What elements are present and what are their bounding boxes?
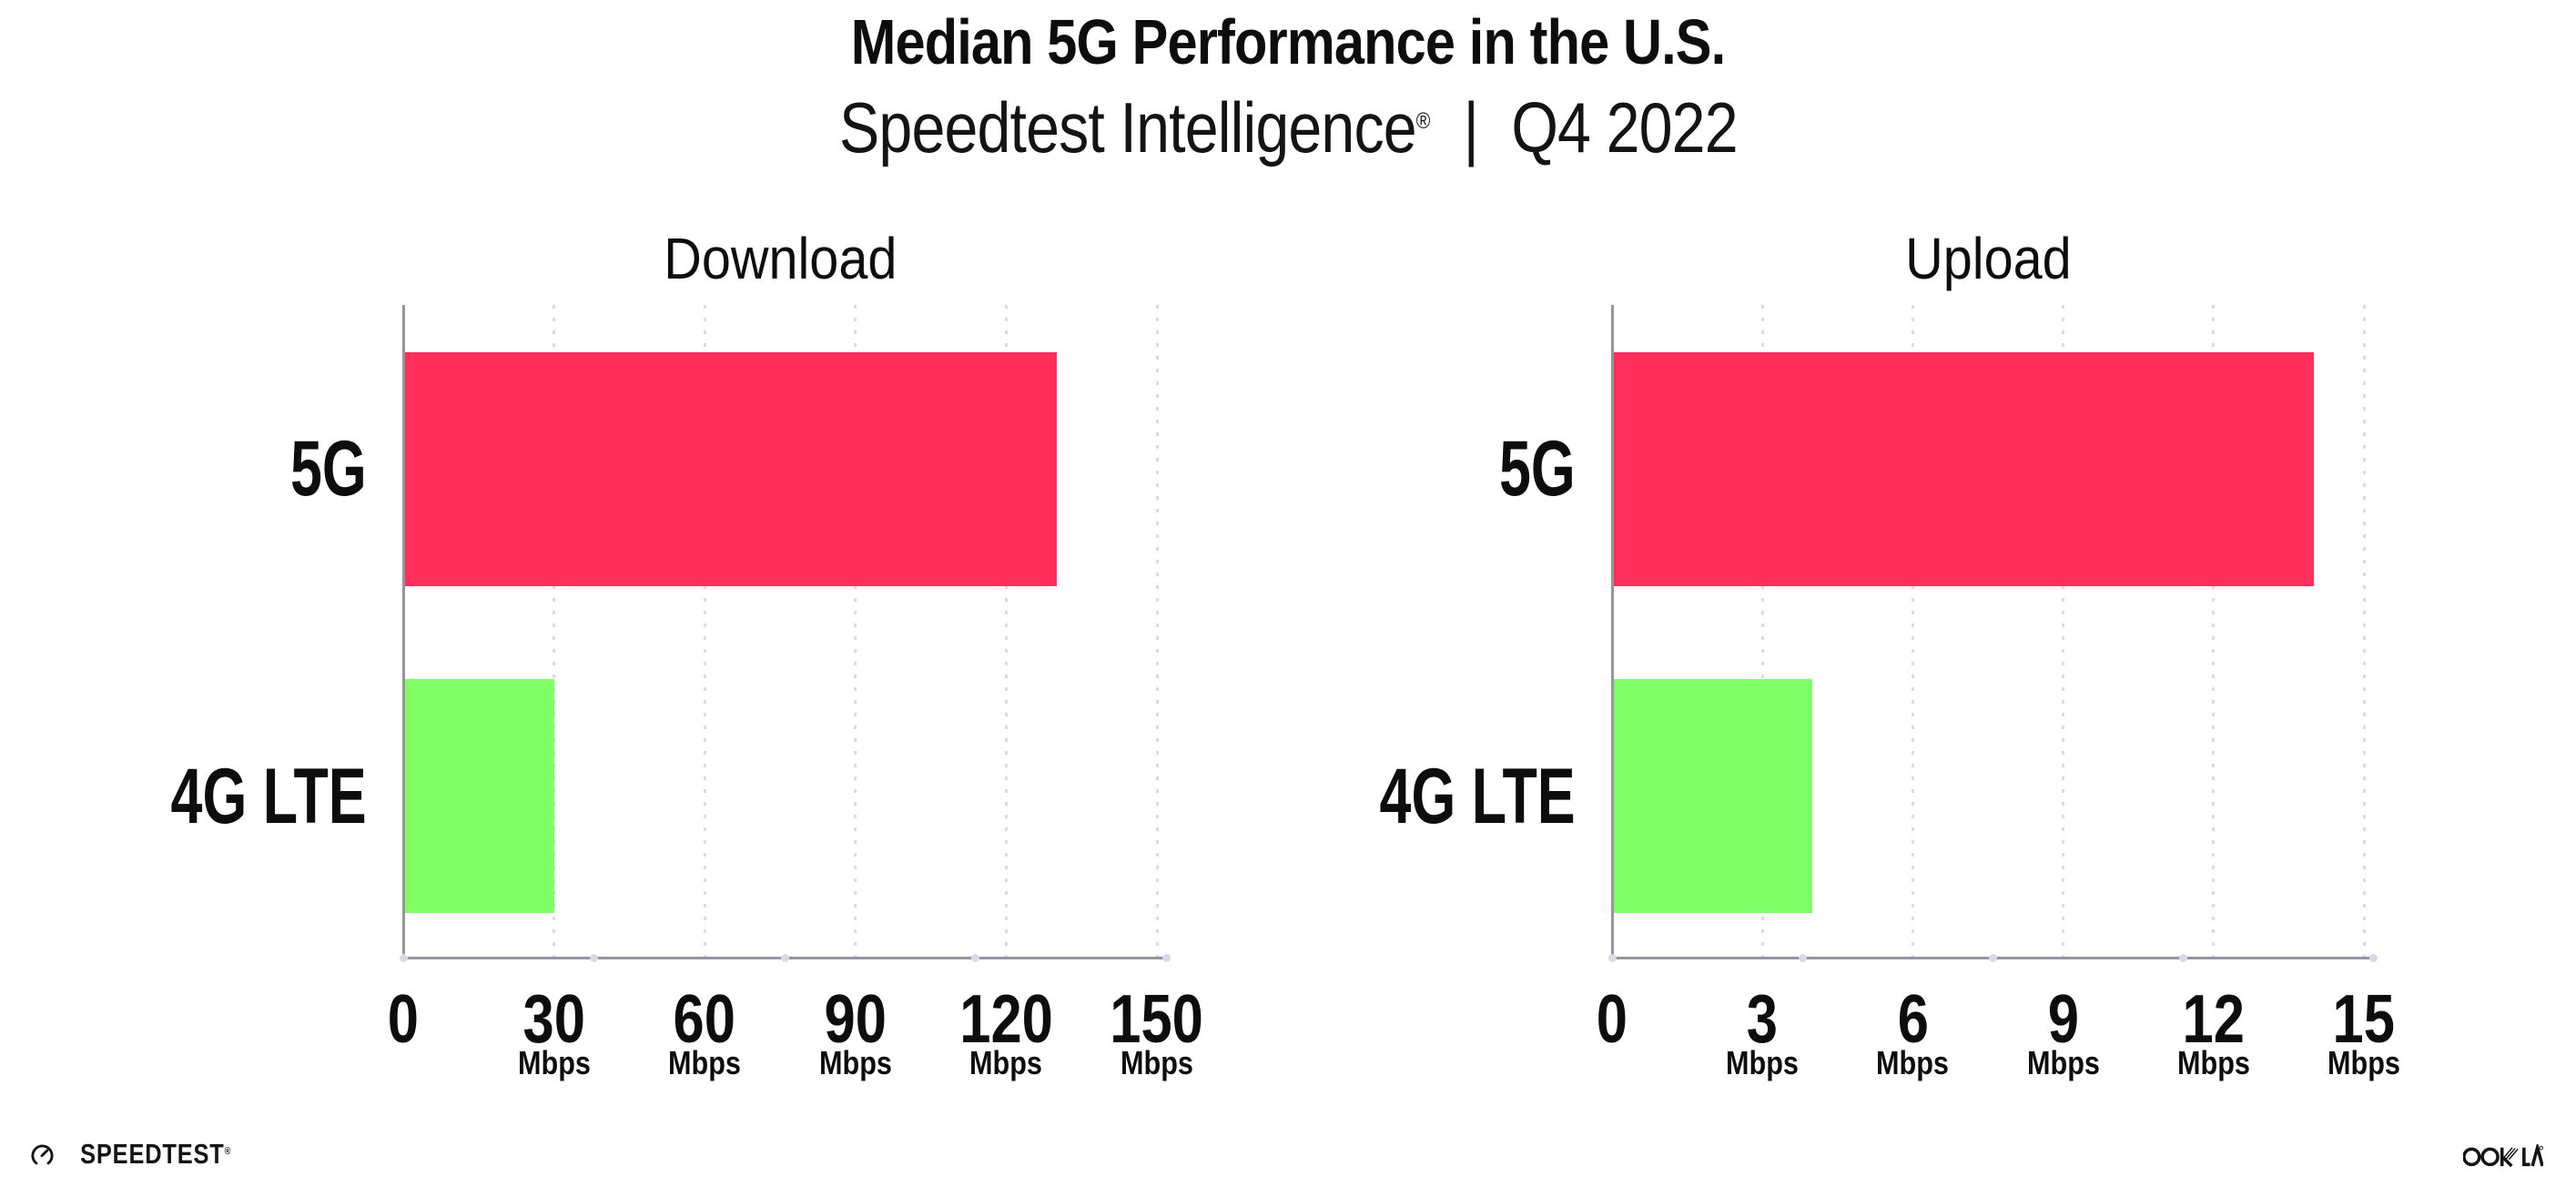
axis-unit-download-150: Mbps bbox=[1121, 1044, 1193, 1081]
axis-tick-download-90: 90 bbox=[824, 980, 887, 1057]
subtitle-period: Q4 2022 bbox=[1510, 87, 1738, 167]
gridline-upload-12 bbox=[2212, 305, 2216, 959]
speedtest-registered-mark: ® bbox=[224, 1146, 231, 1158]
category-label-upload-4g-lte: 4G LTE bbox=[1379, 753, 1576, 840]
axis-unit-upload-15: Mbps bbox=[2328, 1044, 2400, 1081]
axis-tick-upload-15: 15 bbox=[2332, 980, 2396, 1057]
axis-unit-download-30: Mbps bbox=[517, 1044, 591, 1081]
category-label-upload-5g: 5G bbox=[1499, 425, 1576, 512]
category-label-download-4g-lte: 4G LTE bbox=[170, 753, 367, 840]
x-axis-dot-download-1 bbox=[590, 954, 598, 962]
gridline-upload-3 bbox=[1760, 305, 1764, 959]
gridline-upload-6 bbox=[1911, 305, 1914, 959]
registered-mark: ® bbox=[1415, 107, 1431, 134]
y-axis-spine-upload bbox=[1610, 305, 1614, 959]
x-axis-dot-download-4 bbox=[1161, 954, 1171, 962]
chart-title-upload: Upload bbox=[1904, 226, 2072, 291]
gridline-upload-15 bbox=[2362, 305, 2366, 959]
ookla-logo: OOKLA bbox=[2462, 1141, 2544, 1172]
y-axis-spine-download bbox=[401, 305, 405, 959]
axis-unit-download-120: Mbps bbox=[969, 1044, 1043, 1081]
axis-tick-download-60: 60 bbox=[673, 980, 736, 1057]
ookla-wordmark-icon bbox=[2462, 1141, 2544, 1168]
chart-title-download: Download bbox=[663, 226, 898, 291]
gridline-download-60 bbox=[703, 305, 706, 959]
x-axis-dot-download-0 bbox=[399, 954, 408, 962]
x-axis-dot-download-2 bbox=[780, 954, 789, 962]
gridline-download-90 bbox=[854, 305, 857, 959]
axis-unit-download-90: Mbps bbox=[818, 1044, 892, 1081]
axis-tick-download-150: 150 bbox=[1110, 980, 1204, 1057]
gridline-download-120 bbox=[1004, 305, 1008, 959]
gridline-download-30 bbox=[553, 305, 556, 959]
axis-tick-download-120: 120 bbox=[959, 980, 1053, 1057]
x-axis-dot-upload-0 bbox=[1607, 954, 1617, 962]
x-axis-dot-download-3 bbox=[971, 954, 979, 962]
speedtest-wordmark: SPEEDTEST® bbox=[80, 1138, 231, 1170]
x-axis-dot-upload-4 bbox=[2368, 954, 2378, 962]
axis-tick-upload-0: 0 bbox=[1596, 980, 1628, 1057]
page-title-text: Median 5G Performance in the U.S. bbox=[850, 6, 1726, 77]
axis-tick-download-0: 0 bbox=[387, 980, 420, 1057]
x-axis-dot-upload-1 bbox=[1798, 954, 1807, 962]
category-label-download-5g: 5G bbox=[290, 425, 367, 512]
axis-unit-upload-3: Mbps bbox=[1726, 1044, 1800, 1081]
bar-upload-5g bbox=[1612, 352, 2314, 586]
axis-unit-upload-6: Mbps bbox=[1876, 1044, 1950, 1081]
axis-unit-upload-9: Mbps bbox=[2026, 1044, 2100, 1081]
subtitle-brand: Speedtest Intelligence bbox=[838, 87, 1417, 167]
bar-download-4g-lte bbox=[403, 679, 554, 913]
gridline-download-150 bbox=[1155, 305, 1159, 959]
axis-tick-upload-9: 9 bbox=[2047, 980, 2079, 1057]
axis-unit-upload-12: Mbps bbox=[2176, 1044, 2250, 1081]
subtitle-separator: | bbox=[1463, 87, 1478, 167]
axis-tick-download-30: 30 bbox=[522, 980, 585, 1057]
x-axis-dot-upload-2 bbox=[1988, 954, 1997, 962]
gridline-upload-9 bbox=[2062, 305, 2065, 959]
axis-tick-upload-12: 12 bbox=[2182, 980, 2246, 1057]
page-title: Median 5G Performance in the U.S. bbox=[0, 5, 2576, 79]
axis-tick-upload-6: 6 bbox=[1897, 980, 1929, 1057]
speedtest-logo: SPEEDTEST® bbox=[30, 1138, 247, 1171]
bar-upload-4g-lte bbox=[1612, 679, 1813, 913]
bar-download-5g bbox=[403, 352, 1057, 586]
axis-tick-upload-3: 3 bbox=[1747, 980, 1779, 1057]
subtitle: Speedtest Intelligence® | Q4 2022 bbox=[0, 87, 2576, 169]
speedtest-gauge-icon bbox=[31, 1143, 54, 1164]
axis-unit-download-60: Mbps bbox=[668, 1044, 742, 1081]
x-axis-dot-upload-3 bbox=[2178, 954, 2187, 962]
